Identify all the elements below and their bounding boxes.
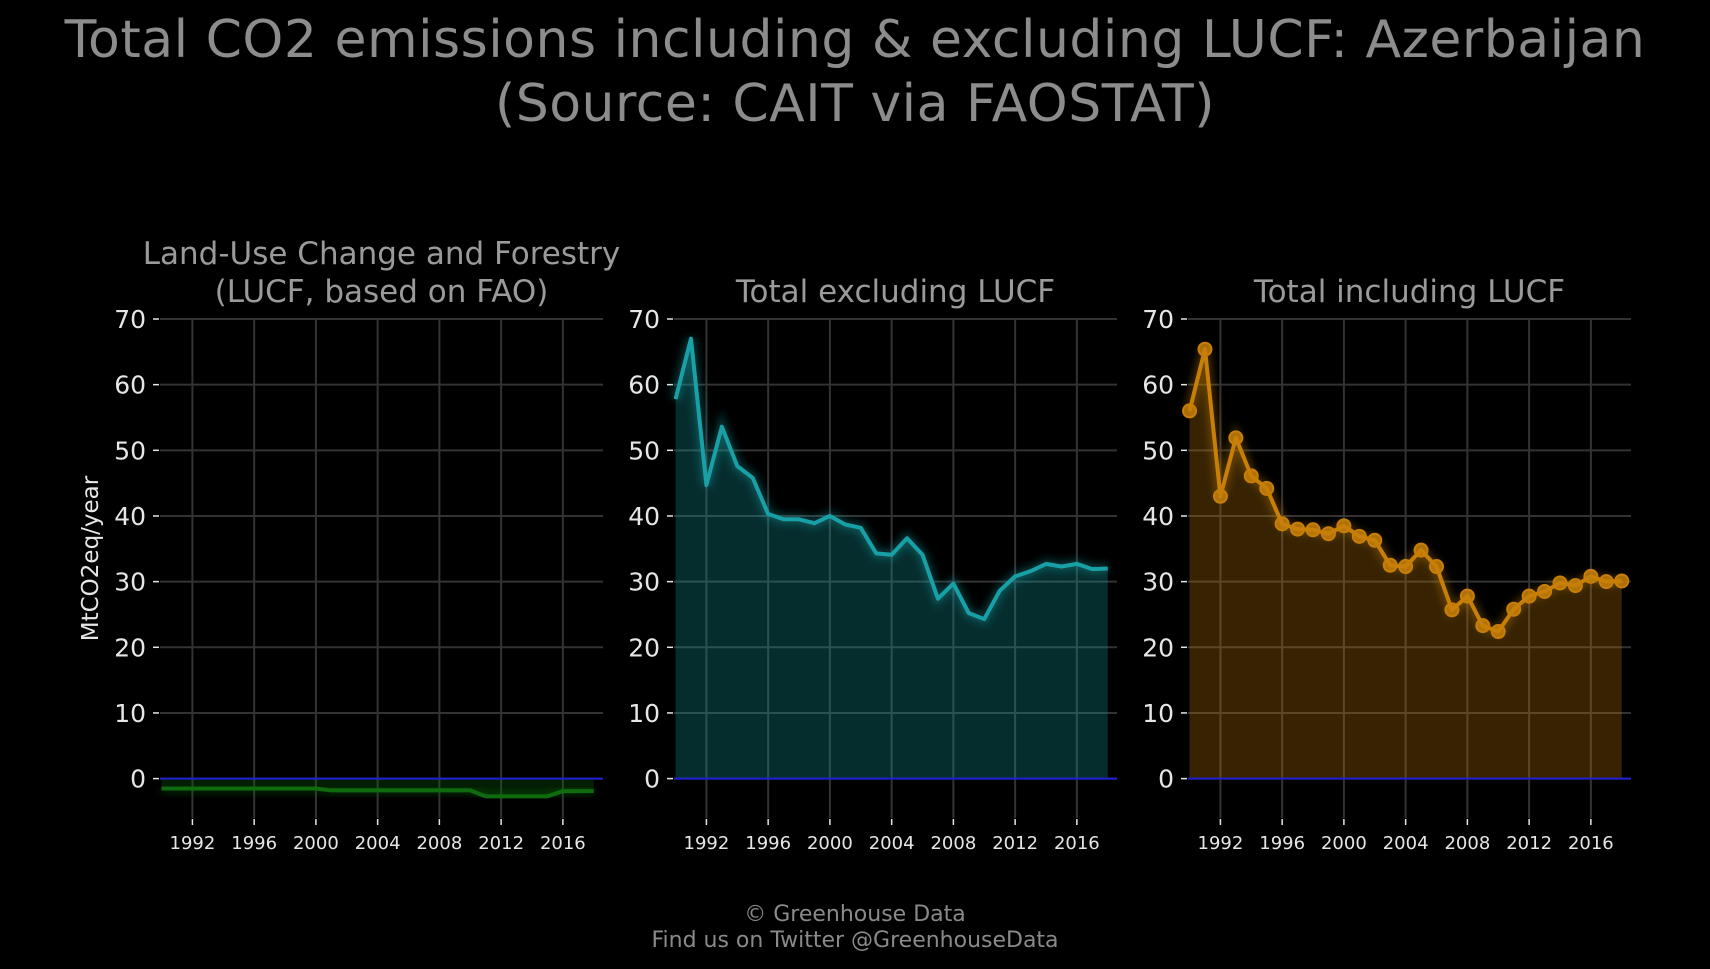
y-tick-label: 0 <box>644 765 660 794</box>
data-point <box>1413 542 1429 558</box>
data-point <box>1583 568 1599 584</box>
x-tick-label: 1992 <box>684 833 730 854</box>
y-tick-label: 20 <box>628 633 660 662</box>
x-tick-label: 2016 <box>540 833 586 854</box>
panel-lucf: 0 10 20 30 40 50 60 70 1992 1996 2000 2004 2008 2012 2… <box>78 236 620 854</box>
x-tick-label: 2004 <box>355 833 401 854</box>
series-line <box>161 786 594 799</box>
panel-title: (LUCF, based on FAO) <box>215 274 549 310</box>
y-tick-label: 0 <box>1158 765 1174 794</box>
footer-twitter: Find us on Twitter @GreenhouseData <box>651 928 1059 953</box>
y-tick-label: 20 <box>114 633 146 662</box>
series-line <box>673 336 1108 622</box>
y-tick-label: 50 <box>114 436 146 465</box>
main-title-line-2: (Source: CAIT via FAOSTAT) <box>494 74 1216 134</box>
data-point <box>1290 521 1306 537</box>
x-tick-label: 2016 <box>1568 833 1614 854</box>
data-point <box>1197 341 1213 357</box>
data-point <box>1429 559 1445 575</box>
y-tick-label: 50 <box>1142 436 1174 465</box>
x-tick-label: 2012 <box>1506 833 1552 854</box>
y-tick-label: 70 <box>1142 305 1174 334</box>
y-tick-label: 10 <box>628 699 660 728</box>
data-point <box>1367 532 1383 548</box>
panel-title: Total including LUCF <box>1253 274 1565 310</box>
data-point <box>1475 618 1491 634</box>
panel-title: Land-Use Change and Forestry <box>143 236 621 272</box>
x-tick-label: 2004 <box>1383 833 1429 854</box>
main-title: Total CO2 emissions including & excludin… <box>0 8 1710 136</box>
footer: © Greenhouse Data Find us on Twitter @Gr… <box>0 902 1710 954</box>
data-point <box>1274 516 1290 532</box>
footer-copyright: © Greenhouse Data <box>744 902 966 927</box>
y-tick-label: 30 <box>1142 568 1174 597</box>
data-point <box>1212 488 1228 504</box>
x-tick-label: 1992 <box>1198 833 1244 854</box>
data-point <box>1382 557 1398 573</box>
x-tick-label: 2008 <box>930 833 976 854</box>
x-tick-label: 1996 <box>745 833 791 854</box>
series-area <box>1189 349 1622 779</box>
y-tick-label: 10 <box>1142 699 1174 728</box>
y-tick-label: 60 <box>628 371 660 400</box>
x-tick-label: 2012 <box>478 833 524 854</box>
data-point <box>1614 573 1630 589</box>
panel-total-excluding-lucf: 0 10 20 30 40 50 60 70 1992 1996 2000 2004 2008 2012 2… <box>628 274 1117 854</box>
data-point <box>1228 430 1244 446</box>
x-tick-label: 1996 <box>1259 833 1305 854</box>
y-tick-label: 70 <box>114 305 146 334</box>
data-point <box>1305 522 1321 538</box>
data-point <box>1567 578 1583 594</box>
data-point <box>1537 583 1553 599</box>
x-tick-label: 2012 <box>992 833 1038 854</box>
x-tick-label: 1992 <box>170 833 216 854</box>
y-tick-label: 10 <box>114 699 146 728</box>
x-tick-label: 2004 <box>869 833 915 854</box>
data-point <box>1351 528 1367 544</box>
data-point <box>1552 575 1568 591</box>
y-tick-label: 60 <box>114 371 146 400</box>
data-point <box>1398 559 1414 575</box>
panel-total-including-lucf: 0 10 20 30 40 50 60 70 1992 1996 2000 2004 2008 2012 2… <box>1142 274 1631 854</box>
data-point <box>1182 403 1198 419</box>
main-title-line-1: Total CO2 emissions including & excludin… <box>64 10 1646 70</box>
data-point <box>1506 601 1522 617</box>
data-point <box>1598 574 1614 590</box>
y-tick-label: 60 <box>1142 371 1174 400</box>
data-point <box>1336 518 1352 534</box>
y-tick-label: 0 <box>130 765 146 794</box>
x-tick-label: 2000 <box>293 833 339 854</box>
x-tick-label: 2000 <box>807 833 853 854</box>
x-tick-label: 2016 <box>1054 833 1100 854</box>
y-tick-label: 30 <box>114 568 146 597</box>
data-point <box>1320 526 1336 542</box>
y-tick-label: 70 <box>628 305 660 334</box>
panel-title: Total excluding LUCF <box>735 274 1055 310</box>
data-point <box>1490 624 1506 640</box>
y-tick-label: 20 <box>1142 633 1174 662</box>
y-tick-label: 40 <box>628 502 660 531</box>
x-tick-label: 1996 <box>231 833 277 854</box>
x-tick-label: 2000 <box>1321 833 1367 854</box>
x-tick-label: 2008 <box>416 833 462 854</box>
data-point <box>1444 602 1460 618</box>
y-tick-label: 50 <box>628 436 660 465</box>
y-tick-label: 30 <box>628 568 660 597</box>
y-tick-label: 40 <box>114 502 146 531</box>
data-point <box>1521 588 1537 604</box>
data-point <box>1259 480 1275 496</box>
y-tick-label: 40 <box>1142 502 1174 531</box>
y-axis-label: MtCO2eq/year <box>78 475 104 641</box>
data-point <box>1243 468 1259 484</box>
data-point <box>1459 588 1475 604</box>
x-tick-label: 2008 <box>1444 833 1490 854</box>
